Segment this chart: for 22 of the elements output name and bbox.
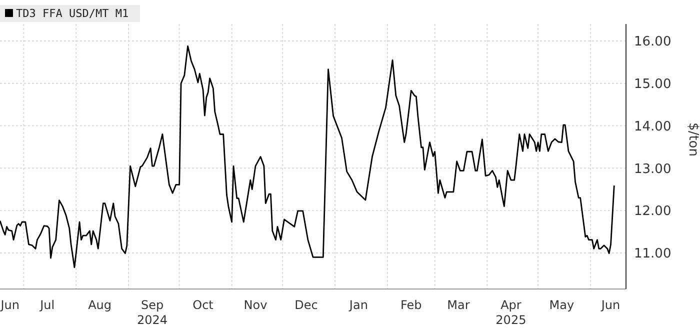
x-tick-label: Jun [600,298,620,312]
y-tick-label: 16.00 [634,34,672,50]
x-tick-label: Feb [400,298,422,312]
x-tick-label: Mar [447,298,470,312]
y-tick-label: 12.00 [634,204,672,220]
x-tick-label: Jan [348,298,368,312]
y-tick-label: 15.00 [634,76,672,92]
x-tick-label: Dec [294,298,318,312]
x-tick-label: Jul [39,298,55,312]
x-tick-label: Sep 2024 [136,298,168,327]
legend-label: TD3 FFA USD/MT M1 [16,6,129,20]
x-tick-label: Apr 2025 [496,298,526,327]
x-tick-label: Oct [192,298,214,312]
y-tick-label: 14.00 [634,119,672,134]
y-tick-label: 11.00 [634,246,672,262]
y-axis-title: $/ton [685,122,700,156]
y-tick-label: 13.00 [634,162,672,177]
x-tick-label: May [549,298,574,312]
line-series [0,45,615,268]
x-tick-label: Jun [0,298,20,312]
x-tick-label: Aug [88,298,112,312]
x-tick-label: Nov [244,298,268,312]
